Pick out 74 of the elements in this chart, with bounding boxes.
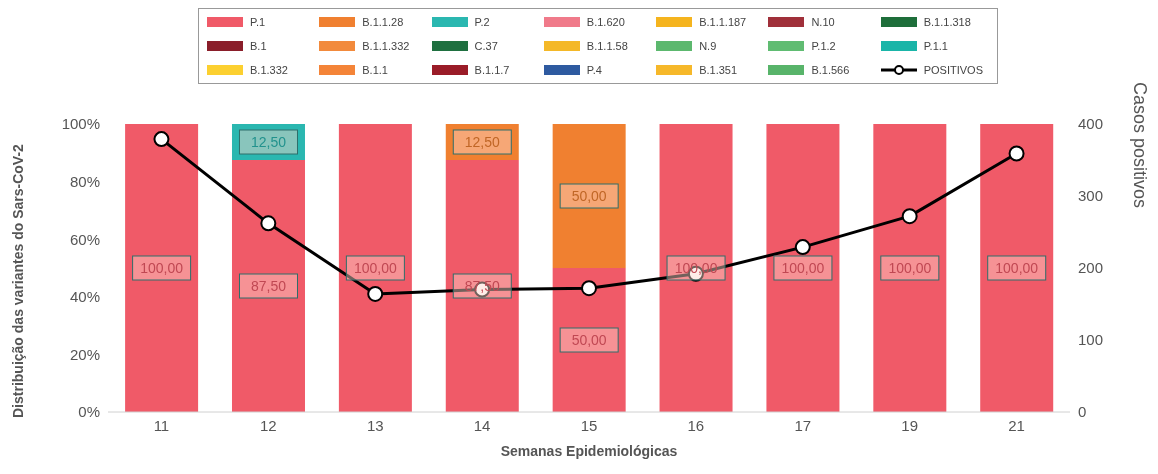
point bbox=[153, 131, 170, 148]
bar bbox=[873, 124, 947, 412]
data-label: 12,50 bbox=[464, 134, 500, 150]
bar bbox=[552, 268, 626, 412]
data-label: 100,00 bbox=[888, 260, 932, 276]
bar bbox=[445, 160, 519, 412]
legend-label: POSITIVOS bbox=[923, 64, 983, 76]
legend-label: B.1.351 bbox=[699, 64, 738, 76]
x-tick-label: 14 bbox=[473, 416, 491, 434]
data-label: 50,00 bbox=[571, 188, 607, 204]
legend-label: B.1.566 bbox=[811, 64, 850, 76]
x-tick-label: 21 bbox=[1008, 416, 1025, 434]
x-tick-label: 12 bbox=[259, 416, 277, 434]
data-label: 100,00 bbox=[995, 260, 1039, 276]
x-axis-title: Semanas Epidemiológicas bbox=[500, 443, 678, 459]
y2-tick-label: 100 bbox=[1078, 331, 1104, 349]
legend-label: B.1.1.187 bbox=[699, 16, 747, 28]
bar bbox=[338, 124, 412, 412]
data-label: 12,50 bbox=[250, 134, 287, 150]
y-tick-label: 20% bbox=[69, 345, 100, 363]
legend-label: P.4 bbox=[586, 64, 602, 76]
bar bbox=[552, 124, 626, 268]
y-tick-label: 60% bbox=[69, 230, 100, 248]
data-label: 100,00 bbox=[353, 260, 397, 276]
x-tick-label: 13 bbox=[366, 416, 384, 434]
legend-label: P.1.1 bbox=[923, 40, 948, 52]
y2-tick-label: 200 bbox=[1078, 259, 1104, 277]
legend-label: B.1.620 bbox=[586, 16, 625, 28]
legend-label: B.1 bbox=[250, 40, 267, 52]
legend-label: B.1.1 bbox=[362, 64, 388, 76]
bar bbox=[125, 124, 199, 412]
y-tick-label: 80% bbox=[69, 172, 100, 190]
point bbox=[581, 280, 597, 297]
data-label: 87,50 bbox=[250, 278, 287, 294]
legend-label: B.1.1.318 bbox=[923, 16, 971, 28]
legend-label: P.1.2 bbox=[811, 40, 836, 52]
bar bbox=[231, 124, 305, 160]
data-label: 100,00 bbox=[781, 260, 825, 276]
bar bbox=[445, 124, 519, 160]
x-tick-label: 17 bbox=[794, 416, 812, 434]
point bbox=[901, 208, 918, 225]
bar bbox=[980, 124, 1054, 412]
point bbox=[794, 239, 811, 256]
data-label: 50,00 bbox=[571, 332, 607, 348]
y-axis-title: Distribuição das variantes do Sars-CoV-2 bbox=[9, 143, 26, 418]
legend-label: N.9 bbox=[699, 40, 717, 52]
y2-tick-label: 0 bbox=[1078, 403, 1087, 421]
point bbox=[1008, 145, 1025, 162]
bar bbox=[766, 124, 840, 412]
y-tick-label: 40% bbox=[69, 288, 100, 306]
data-label: 87,50 bbox=[464, 278, 500, 294]
legend-label: C.37 bbox=[474, 40, 498, 52]
legend-label: B.1.332 bbox=[250, 64, 288, 76]
y-tick-label: 100% bbox=[61, 115, 100, 133]
bar bbox=[659, 124, 733, 412]
legend-label: B.1.1.7 bbox=[474, 64, 510, 76]
point bbox=[260, 215, 277, 232]
data-label: 100,00 bbox=[140, 260, 184, 276]
legend-label: N.10 bbox=[811, 16, 835, 28]
legend-label: P.1 bbox=[250, 16, 266, 28]
x-tick-label: 19 bbox=[901, 416, 919, 434]
legend-label: P.2 bbox=[474, 16, 490, 28]
x-tick-label: 11 bbox=[153, 416, 170, 434]
legend-label: B.1.1.332 bbox=[362, 40, 410, 52]
y2-tick-label: 300 bbox=[1078, 187, 1104, 205]
y2-tick-label: 400 bbox=[1078, 115, 1104, 133]
point bbox=[367, 285, 384, 302]
bar bbox=[231, 160, 305, 412]
legend-label: B.1.1.28 bbox=[362, 16, 404, 28]
y2-axis-title: Casos positivos bbox=[1129, 81, 1150, 208]
x-tick-label: 15 bbox=[580, 416, 598, 434]
x-tick-label: 16 bbox=[687, 416, 705, 434]
legend-label: B.1.1.58 bbox=[586, 40, 628, 52]
y-tick-label: 0% bbox=[78, 403, 100, 421]
